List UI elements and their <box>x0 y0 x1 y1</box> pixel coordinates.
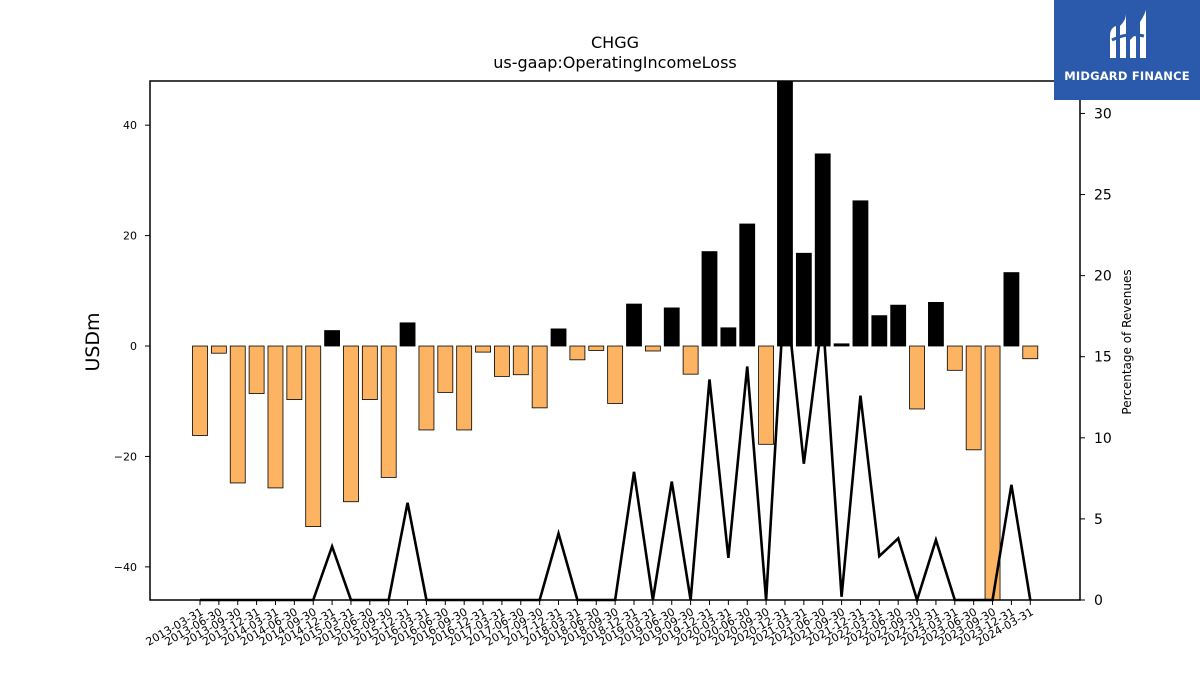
bar-2023-12-31 <box>1003 272 1020 347</box>
y-tick-label: 20 <box>123 230 137 243</box>
bar-2023-06-30 <box>965 345 982 451</box>
midgard-logo-icon <box>1110 10 1146 58</box>
y2-tick-label: 15 <box>1094 350 1112 366</box>
bar-2018-03-31 <box>569 345 586 361</box>
y2-tick-label: 20 <box>1094 269 1112 285</box>
bar-2022-06-30 <box>890 304 907 347</box>
y2-tick-label: 30 <box>1094 106 1112 122</box>
bar-2017-06-30 <box>512 345 529 376</box>
y-tick-label: −20 <box>114 450 137 463</box>
bar-2014-09-30 <box>305 345 322 527</box>
bar-2021-12-31 <box>852 200 869 347</box>
bar-2019-09-30 <box>682 345 699 375</box>
bar-2018-09-30 <box>607 345 624 404</box>
bar-2022-03-31 <box>871 315 888 347</box>
bar-2013-09-30 <box>229 345 246 484</box>
y2-tick-label: 0 <box>1094 593 1103 609</box>
bar-2016-12-31 <box>475 345 491 353</box>
bar-2024-03-31 <box>1022 345 1039 360</box>
bar-2014-12-31 <box>324 330 340 347</box>
bar-2016-09-30 <box>456 345 473 431</box>
bar-2014-06-30 <box>286 345 303 400</box>
bar-2016-03-31 <box>418 345 435 431</box>
y2-tick-label: 10 <box>1094 431 1112 447</box>
chart-title: CHGG <box>591 33 639 52</box>
bar-2019-03-31 <box>644 345 661 352</box>
bar-2015-09-30 <box>380 345 397 478</box>
bar-2022-12-31 <box>928 302 944 347</box>
bar-2018-06-30 <box>588 345 605 351</box>
y2-tick-label: 5 <box>1094 512 1103 528</box>
bar-2023-03-31 <box>946 345 963 371</box>
bar-2013-12-31 <box>248 345 265 394</box>
y-tick-label: −40 <box>114 561 137 574</box>
y-tick-label: 40 <box>123 119 137 132</box>
logo: MIDGARD FINANCE <box>1054 0 1200 100</box>
bar-2016-06-30 <box>437 345 454 393</box>
logo-text: MIDGARD FINANCE <box>1064 69 1190 83</box>
bar-2020-09-30 <box>758 345 774 445</box>
bar-2013-03-31 <box>192 345 208 436</box>
bar-2021-03-31 <box>795 252 812 347</box>
bar-2018-12-31 <box>626 303 642 347</box>
bar-2017-03-31 <box>494 345 510 377</box>
bar-2020-06-30 <box>739 223 756 347</box>
y2-axis-label: Percentage of Revenues <box>1120 269 1134 414</box>
bar-2022-09-30 <box>909 345 925 410</box>
bar-2014-03-31 <box>267 345 284 489</box>
bar-2020-12-31 <box>777 80 793 347</box>
bars-layer <box>192 80 1039 601</box>
bar-2017-09-30 <box>531 345 548 409</box>
y-tick-label: 0 <box>130 340 137 353</box>
chart-subtitle: us-gaap:OperatingIncomeLoss <box>493 53 737 72</box>
y-axis-label: USDm <box>82 312 104 371</box>
bar-2017-12-31 <box>550 328 567 347</box>
bar-2020-03-31 <box>720 327 737 347</box>
bar-2021-09-30 <box>833 343 850 347</box>
bar-2019-12-31 <box>701 251 718 347</box>
bar-2015-12-31 <box>399 322 416 347</box>
bar-2021-06-30 <box>814 153 831 347</box>
bar-2015-03-31 <box>343 345 359 503</box>
y2-tick-label: 25 <box>1094 188 1112 204</box>
bar-2013-06-30 <box>210 345 227 354</box>
axes-layer: −40−20020400510152025302013-03-312013-06… <box>114 80 1112 649</box>
bar-2019-06-30 <box>663 307 680 347</box>
bar-2015-06-30 <box>361 345 378 400</box>
